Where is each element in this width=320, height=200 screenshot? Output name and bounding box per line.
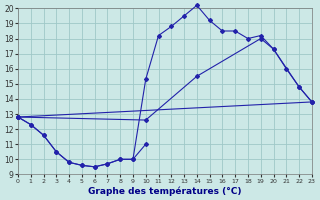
X-axis label: Graphe des températures (°C): Graphe des températures (°C) (88, 186, 242, 196)
